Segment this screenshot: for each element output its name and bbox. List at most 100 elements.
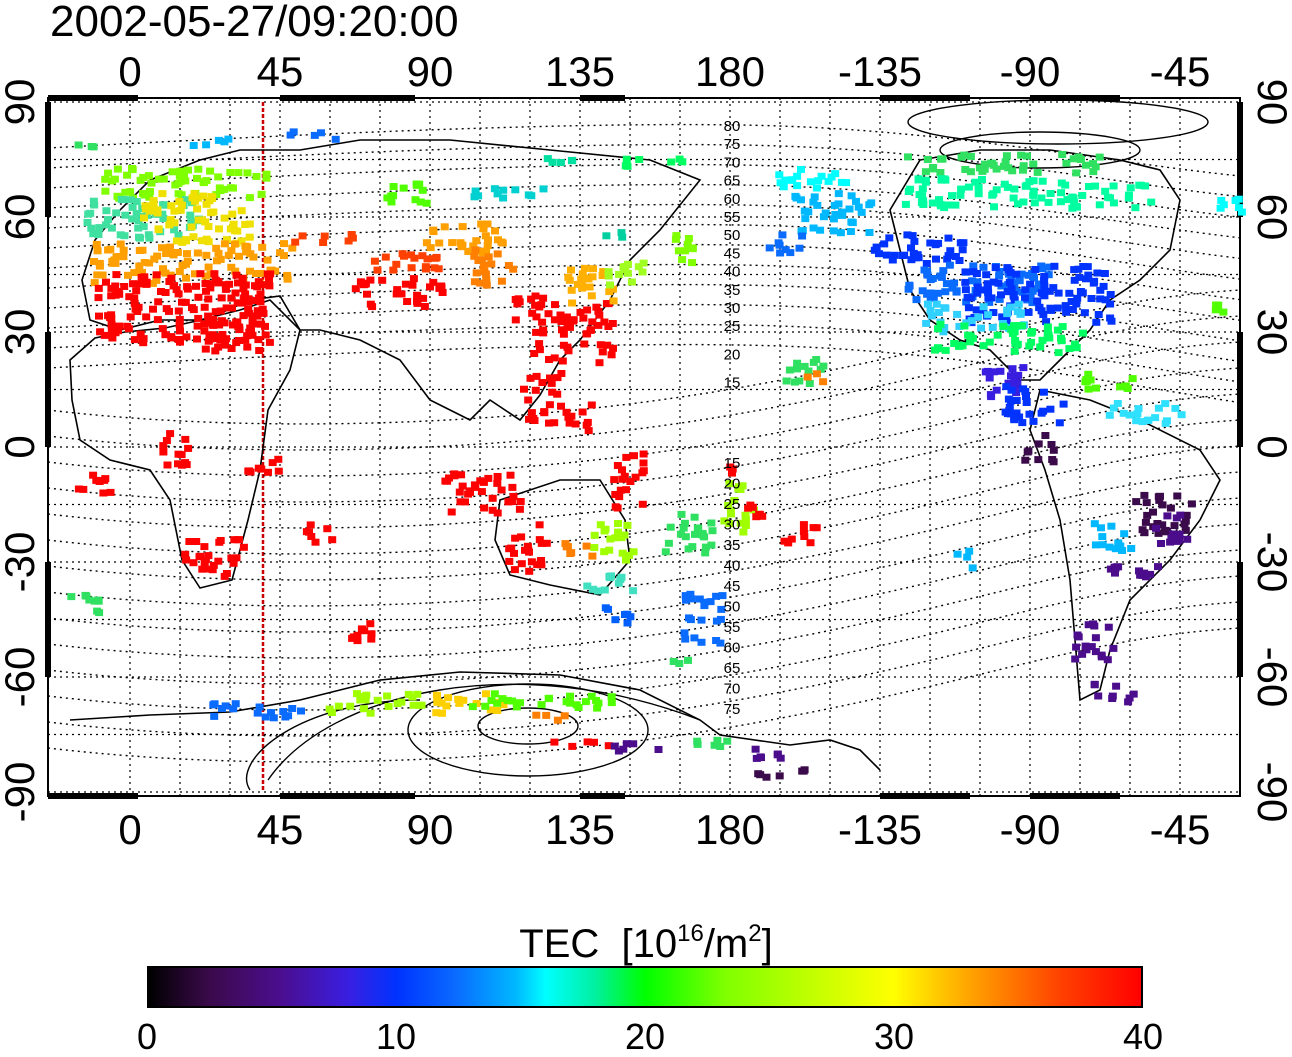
tec-point	[587, 292, 596, 300]
tec-point	[716, 743, 725, 750]
tec-point	[419, 294, 428, 302]
tec-point	[941, 304, 950, 312]
tec-point	[1017, 151, 1026, 159]
tec-point	[245, 233, 254, 241]
tec-point	[482, 281, 491, 289]
tec-point	[532, 313, 541, 321]
tec-point	[1003, 264, 1012, 272]
tec-point	[1018, 419, 1027, 427]
tec-point	[1044, 271, 1053, 279]
tec-point	[567, 156, 576, 164]
tec-point	[1114, 539, 1123, 547]
tec-point	[946, 247, 955, 255]
tec-point	[691, 530, 699, 538]
tec-point	[267, 709, 275, 717]
tec-point	[1214, 301, 1223, 309]
tec-point	[778, 231, 787, 239]
tec-point	[974, 313, 983, 321]
tec-point	[909, 249, 918, 257]
tec-point	[953, 550, 962, 558]
tec-point	[1033, 168, 1042, 176]
tec-point	[728, 465, 737, 473]
tec-point	[126, 313, 135, 321]
tec-point	[170, 226, 179, 234]
tec-data-points	[67, 128, 1246, 781]
tec-point	[274, 467, 283, 475]
tec-point	[1090, 277, 1099, 285]
tec-point	[680, 519, 689, 527]
tec-point	[479, 225, 488, 233]
tec-point	[307, 533, 316, 540]
tec-point	[310, 131, 319, 139]
tec-point	[182, 556, 191, 564]
tec-point	[795, 244, 804, 252]
tec-point	[600, 527, 609, 535]
tec-point	[256, 298, 265, 306]
tec-point	[116, 240, 125, 248]
tec-point	[1113, 400, 1122, 407]
tec-point	[478, 249, 487, 257]
tec-point	[623, 162, 632, 170]
tec-point	[116, 231, 125, 239]
tec-point	[252, 270, 260, 277]
tec-point	[793, 172, 802, 180]
tec-point	[202, 251, 211, 259]
tec-point	[92, 240, 101, 248]
tec-point	[184, 444, 193, 452]
tec-point	[229, 559, 238, 567]
tec-point	[654, 746, 663, 753]
tec-point	[503, 696, 512, 704]
tec-point	[537, 539, 546, 547]
tec-point	[94, 231, 103, 238]
tec-point	[74, 485, 83, 493]
tec-point	[1022, 399, 1031, 406]
tec-point	[241, 281, 250, 289]
tec-point	[214, 278, 223, 286]
frame-segment-bottom	[48, 793, 138, 799]
tec-point	[266, 266, 275, 274]
tec-point	[926, 307, 935, 315]
tec-point	[517, 560, 526, 568]
tec-point	[999, 162, 1008, 170]
tec-point	[834, 190, 843, 198]
tec-point	[434, 265, 443, 273]
tec-point	[351, 285, 360, 293]
tec-point	[979, 303, 988, 311]
tec-point	[611, 534, 620, 542]
tec-point	[152, 276, 161, 284]
tec-point	[426, 244, 435, 252]
tec-point	[208, 566, 217, 574]
tec-point	[1151, 414, 1160, 422]
tec-point	[786, 249, 795, 257]
tec-point	[210, 270, 219, 278]
tec-point	[249, 297, 258, 304]
tec-point	[907, 244, 915, 252]
tec-point	[1097, 651, 1106, 659]
tec-point	[279, 252, 288, 260]
tec-point	[189, 233, 198, 241]
tec-point	[809, 224, 818, 232]
frame-segment-left	[45, 562, 51, 677]
tec-point	[176, 338, 184, 346]
tec-point	[107, 292, 116, 300]
tec-point	[161, 289, 170, 296]
tec-point	[244, 305, 253, 313]
tec-point	[1069, 155, 1078, 163]
tec-point	[790, 378, 799, 386]
tec-point	[153, 252, 162, 260]
tec-point	[804, 367, 813, 375]
tec-point	[906, 185, 915, 193]
tec-point	[1099, 282, 1108, 290]
tec-point	[395, 290, 403, 298]
tec-point	[158, 244, 166, 252]
tec-point	[192, 538, 201, 545]
frame-segment-top	[48, 95, 138, 101]
tec-point	[973, 279, 982, 287]
tec-point	[581, 698, 590, 706]
tec-point	[548, 388, 557, 396]
tec-point	[527, 558, 536, 566]
tec-point	[1021, 182, 1030, 190]
tec-point	[381, 253, 390, 261]
tec-point	[617, 229, 626, 237]
right-lat-label: -30	[1249, 532, 1292, 593]
